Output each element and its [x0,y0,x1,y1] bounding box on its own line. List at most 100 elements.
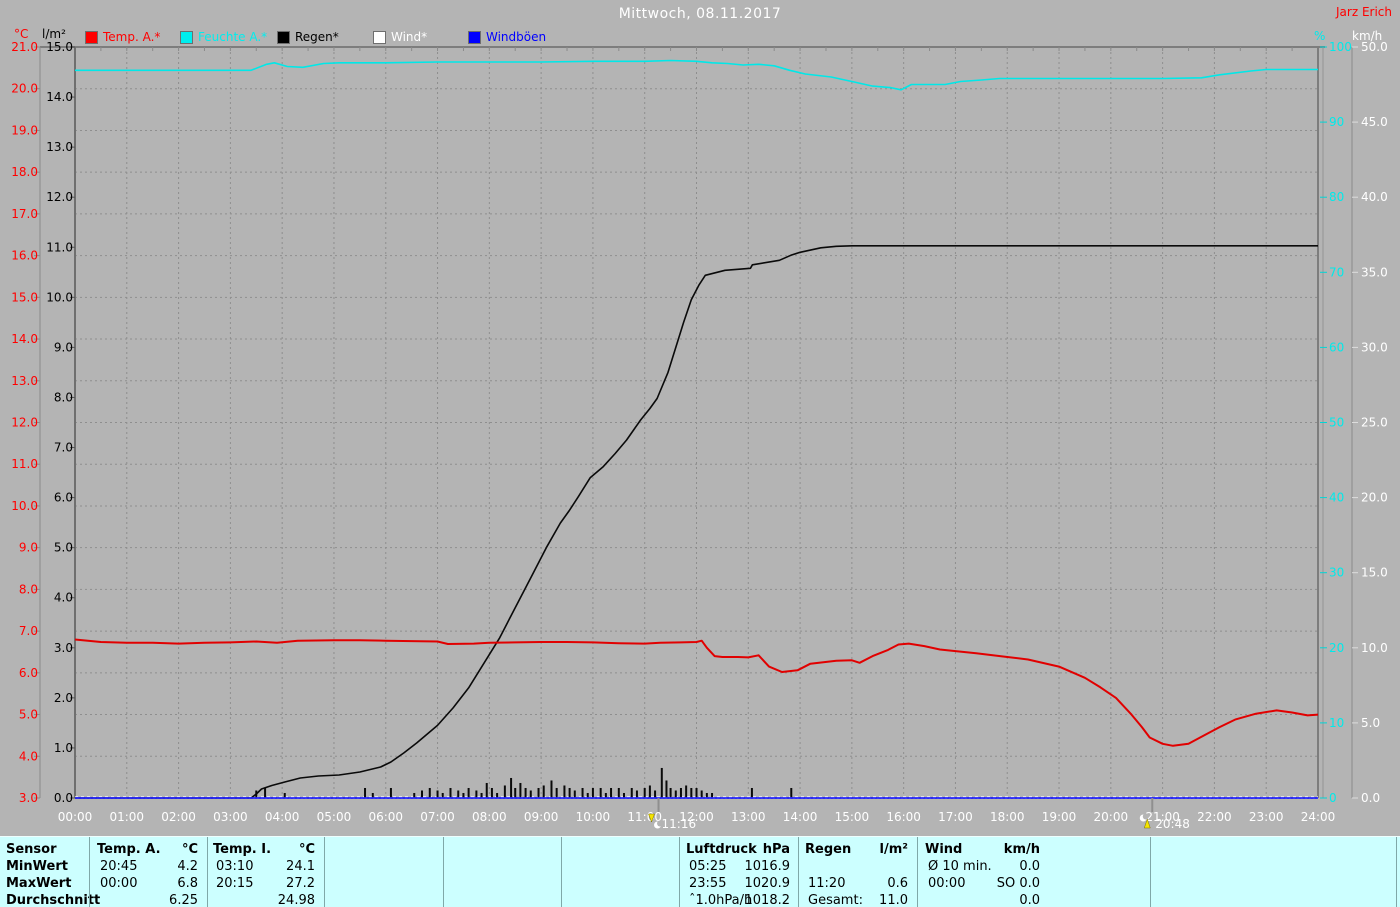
temp-axis-label: 12.0 [11,416,38,430]
wind-axis-label: 15.0 [1361,566,1388,580]
rain-rate-bar [480,792,483,798]
chart-plot-area: 3.0 4.0 5.0 6.0 7.0 8.0 9.0 10.0 11.0 12.0 13.0 14.… [11,40,1388,831]
humidity-axis-label: 70 [1329,265,1344,279]
stats-block-unit: hPa [762,842,790,857]
moon-icon-cut [1142,813,1149,820]
legend-swatch-icon [468,30,481,44]
time-axis-label: 05:00 [317,810,352,824]
rain-rate-bar [514,787,517,798]
rain-axis-label: 9.0 [54,340,73,354]
rain-rate-bar [581,787,584,798]
legend-item-3: Wind* [373,30,427,44]
time-axis-label: 21:00 [1145,810,1180,824]
rain-rate-bar [622,792,625,798]
legend-swatch-icon [85,30,98,44]
stats-value-number: 1016.9 [744,859,791,874]
stats-value-time: 11:20 [808,876,846,891]
legend-label: Feuchte A.* [198,30,268,44]
wind-axis-label: 0.0 [1361,791,1380,805]
rain-rate-bar [475,790,478,798]
stats-divider [798,837,799,907]
stats-divider [561,837,562,907]
rain-axis-label: 8.0 [54,390,73,404]
legend-item-0: Temp. A.* [85,30,160,44]
rain-rate-bar [591,787,594,798]
rain-rate-bar [711,792,714,798]
rain-rate-bar [630,787,633,798]
rain-rate-bar [436,790,439,798]
stats-block-unit: l/m² [879,842,908,857]
rain-rate-bar [563,785,566,798]
humidity-axis-label: 10 [1329,716,1344,730]
time-axis-label: 06:00 [368,810,403,824]
time-axis-label: 12:00 [679,810,714,824]
stats-block-header: Temp. A. [97,842,161,857]
stats-value-time: 20:15 [216,876,254,891]
time-axis-label: 04:00 [265,810,300,824]
stats-value-number: 0.0 [1019,859,1040,874]
rain-axis-label: 6.0 [54,491,73,505]
rain-rate-bar [555,787,558,798]
stats-value-time: Gesamt: [808,893,863,907]
time-axis-label: 08:00 [472,810,507,824]
rain-rate-bar [428,787,431,798]
rain-rate-bar [599,787,602,798]
temp-axis-label: 18.0 [11,165,38,179]
temp-axis-label: 20.0 [11,82,38,96]
temp-axis-label: 10.0 [11,499,38,513]
temp-axis-label: 4.0 [19,749,38,763]
stats-divider [89,837,90,907]
temp-axis-label: 5.0 [19,708,38,722]
rain-axis-label: 4.0 [54,591,73,605]
time-axis-label: 10:00 [576,810,611,824]
stats-value-number: 1018.2 [744,893,791,907]
legend-swatch-icon [373,30,386,44]
stats-block-unit: °C [181,842,198,857]
series-line-feuchte-a- [75,59,1318,91]
rain-rate-bar [635,790,638,798]
temp-axis-label: 21.0 [11,40,38,54]
author-watermark: Jarz Erich [1336,5,1392,19]
right-axis-unit-percent: % [1314,29,1326,43]
time-axis-label: 14:00 [783,810,818,824]
temp-axis-label: 8.0 [19,582,38,596]
wind-axis-label: 10.0 [1361,641,1388,655]
humidity-axis-label: 40 [1329,491,1344,505]
humidity-axis-label: 20 [1329,641,1344,655]
series-line-temp-a- [74,638,1319,747]
rain-axis-label: 12.0 [46,190,73,204]
stats-value-number: 24.1 [286,859,315,874]
stats-value-number: 0.6 [887,876,908,891]
rain-rate-bar [695,787,698,798]
rain-axis-label: 3.0 [54,641,73,655]
stats-block-unit: km/h [1003,842,1040,857]
rain-rate-bar [654,790,657,798]
humidity-axis-label: 80 [1329,190,1344,204]
rain-rate-bar [604,792,607,798]
stats-value-time: 20:45 [100,859,138,874]
rain-rate-bar [421,790,424,798]
time-axis-label: 01:00 [109,810,144,824]
rain-rate-bar [519,782,522,798]
stats-value-number: 24.98 [277,893,315,907]
stats-value-number: 27.2 [286,876,315,891]
rain-rate-bar [705,792,708,798]
stats-divider [1150,837,1151,907]
temp-axis-label: 9.0 [19,541,38,555]
rain-rate-bar [457,790,460,798]
rain-rate-bar [674,790,677,798]
rain-axis-label: 0.0 [54,791,73,805]
temp-axis-label: 7.0 [19,624,38,638]
stats-block-header: Wind [925,842,963,857]
stats-block-unit: °C [298,842,315,857]
series-line-regen-summe [75,245,1318,799]
wind-axis-label: 20.0 [1361,491,1388,505]
legend-label: Windböen [486,30,547,44]
marker-time-label: 20:48 [1155,817,1190,831]
wind-axis-label: 50.0 [1361,40,1388,54]
rain-rate-bar [496,792,499,798]
wind-axis-label: 45.0 [1361,115,1388,129]
temp-axis-label: 17.0 [11,207,38,221]
time-axis-label: 23:00 [1249,810,1284,824]
